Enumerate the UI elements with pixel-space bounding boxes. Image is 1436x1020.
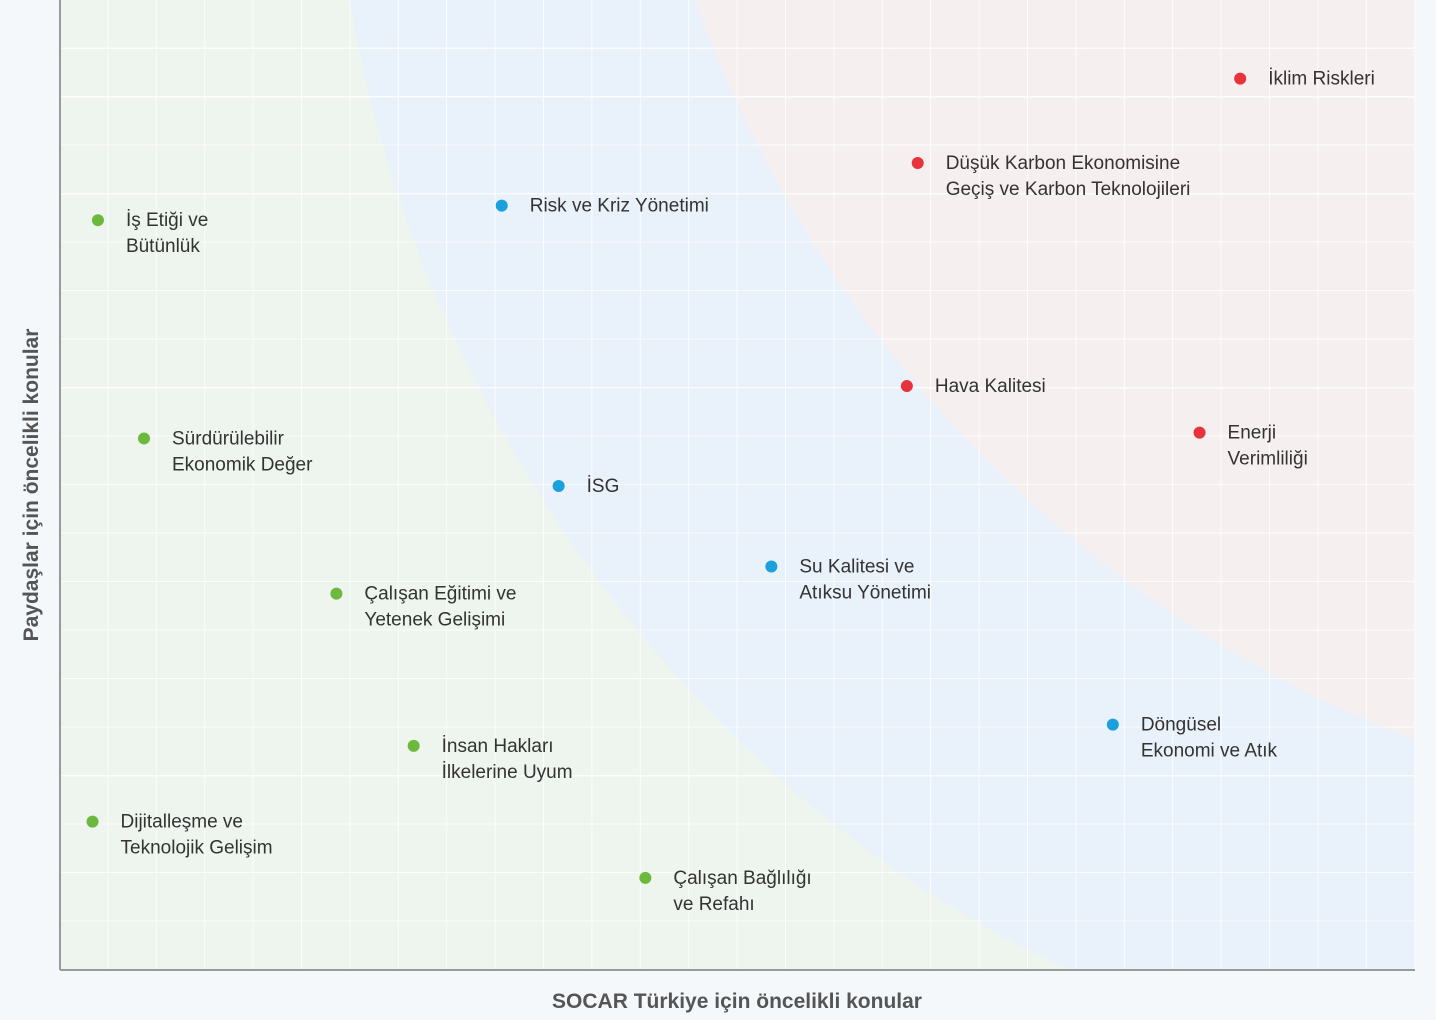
point-label: Hava Kalitesi <box>935 376 1046 397</box>
point <box>900 380 913 393</box>
point <box>138 432 151 445</box>
point-label: Yetenek Gelişimi <box>364 610 505 631</box>
point-label: Ekonomi ve Atık <box>1141 741 1278 762</box>
y-axis-label: Paydaşlar için öncelikli konular <box>20 329 43 642</box>
point-label: İklim Riskleri <box>1268 69 1375 90</box>
point-label: Ekonomik Değer <box>172 454 313 475</box>
point <box>1106 718 1119 731</box>
point <box>495 199 508 212</box>
point-label: ve Refahı <box>673 894 754 915</box>
point-label: Sürdürülebilir <box>172 428 285 449</box>
x-axis-label: SOCAR Türkiye için öncelikli konular <box>552 990 922 1013</box>
point <box>86 815 99 828</box>
point-label: İlkelerine Uyum <box>442 762 573 783</box>
point-label: Dijitalleşme ve <box>121 812 243 833</box>
point-label: Verimliliği <box>1228 449 1308 470</box>
point-label: Çalışan Bağlılığı <box>673 868 811 889</box>
point-label: Düşük Karbon Ekonomisine <box>946 153 1180 174</box>
point <box>911 156 924 169</box>
point-label: Su Kalitesi ve <box>799 556 914 577</box>
point <box>91 214 104 227</box>
point-label: Çalışan Eğitimi ve <box>364 584 516 605</box>
point <box>639 871 652 884</box>
point-label: İş Etiği ve <box>126 210 208 231</box>
grid <box>60 0 1415 970</box>
point-label: Döngüsel <box>1141 715 1221 736</box>
point <box>407 739 420 752</box>
point-label: Enerji <box>1228 423 1277 444</box>
point-label: Bütünlük <box>126 236 200 257</box>
point-label: İSG <box>587 476 620 497</box>
point <box>330 587 343 600</box>
point-label: Geçiş ve Karbon Teknolojileri <box>946 179 1191 200</box>
point-label: Risk ve Kriz Yönetimi <box>530 196 709 217</box>
point <box>552 479 565 492</box>
point <box>1234 72 1247 85</box>
point-label: İnsan Hakları <box>442 736 554 757</box>
point-label: Atıksu Yönetimi <box>799 582 931 603</box>
point <box>1193 426 1206 439</box>
point-label: Teknolojik Gelişim <box>121 838 273 859</box>
point <box>765 560 778 573</box>
